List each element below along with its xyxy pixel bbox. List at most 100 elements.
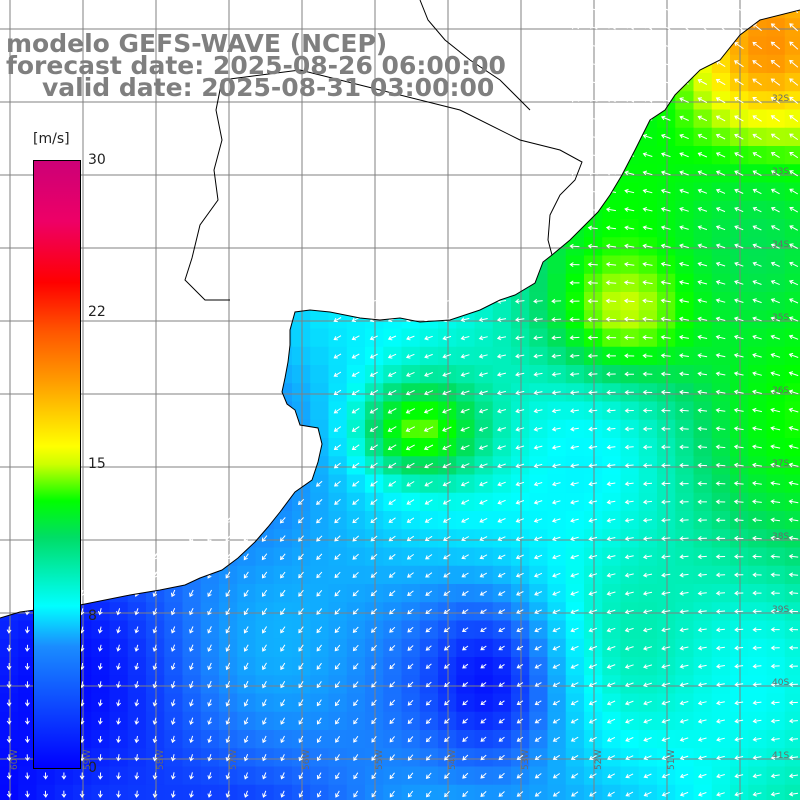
- wind-arrow: [189, 607, 194, 616]
- wind-arrow: [497, 426, 507, 432]
- wind-arrow: [243, 754, 249, 762]
- wind-arrow: [261, 589, 268, 597]
- wind-arrow: [515, 372, 525, 377]
- wind-arrow: [642, 134, 653, 139]
- wind-arrow: [679, 627, 689, 633]
- wind-speed-cell: [292, 383, 311, 403]
- wind-arrow: [697, 60, 708, 67]
- wind-arrow: [624, 554, 634, 560]
- wind-arrow: [606, 152, 616, 158]
- wind-arrow: [116, 662, 121, 671]
- wind-arrow: [516, 609, 524, 614]
- wind-arrow: [25, 772, 30, 780]
- wind-arrow: [642, 97, 653, 103]
- wind-arrow: [552, 609, 561, 615]
- wind-arrow: [405, 390, 415, 396]
- wind-arrow: [97, 772, 103, 780]
- wind-arrow: [134, 735, 140, 744]
- wind-arrow: [388, 517, 396, 523]
- wind-arrow: [624, 61, 634, 66]
- wind-arrow: [715, 78, 726, 86]
- wind-arrow: [661, 773, 670, 779]
- wind-arrow: [134, 717, 140, 725]
- wind-arrow: [551, 481, 561, 487]
- wind-arrow: [461, 627, 469, 633]
- wind-arrow: [789, 4, 799, 14]
- wind-arrow: [552, 554, 561, 560]
- wind-arrow: [551, 408, 561, 414]
- wind-arrow: [116, 717, 121, 725]
- wind-arrow: [225, 772, 231, 780]
- wind-arrow: [733, 353, 744, 358]
- wind-arrow: [770, 152, 780, 159]
- wind-arrow: [570, 408, 579, 414]
- wind-arrow: [606, 115, 616, 121]
- wind-arrow: [170, 589, 176, 598]
- wind-arrow: [624, 572, 634, 578]
- wind-arrow: [587, 298, 598, 304]
- wind-arrow: [678, 298, 690, 304]
- wind-arrow: [752, 152, 762, 158]
- wind-arrow: [515, 481, 525, 487]
- wind-arrow: [734, 590, 744, 596]
- wind-speed-cell: [784, 200, 800, 220]
- wind-arrow: [497, 572, 506, 578]
- wind-arrow: [716, 737, 725, 742]
- wind-arrow: [407, 736, 414, 743]
- wind-arrow: [407, 663, 414, 670]
- wind-speed-cell: [529, 784, 549, 800]
- wind-arrow: [642, 188, 653, 194]
- wind-arrow: [606, 536, 616, 542]
- wind-arrow: [425, 590, 433, 596]
- wind-arrow: [733, 60, 744, 68]
- wind-arrow: [170, 717, 176, 725]
- wind-arrow: [733, 426, 744, 431]
- wind-arrow: [770, 78, 781, 86]
- wind-arrow: [515, 353, 525, 359]
- wind-arrow: [752, 535, 762, 541]
- colorbar-tick-22: 22: [88, 304, 106, 320]
- wind-arrow: [606, 499, 616, 505]
- wind-arrow: [770, 206, 780, 213]
- wind-arrow: [789, 41, 799, 50]
- wind-arrow: [152, 790, 158, 798]
- wind-arrow: [207, 680, 212, 689]
- wind-arrow: [642, 79, 653, 85]
- wind-arrow: [569, 426, 579, 432]
- wind-arrow: [679, 225, 689, 230]
- wind-arrow: [533, 335, 543, 341]
- wind-arrow: [715, 334, 726, 340]
- wind-arrow: [715, 24, 726, 31]
- wind-arrow: [661, 42, 671, 49]
- wind-arrow: [515, 536, 524, 542]
- wind-arrow: [770, 755, 780, 760]
- wind-arrow: [24, 626, 30, 634]
- wind-arrow: [606, 134, 616, 139]
- wind-arrow: [734, 207, 744, 213]
- wind-arrow: [788, 645, 799, 651]
- wind-arrow: [624, 6, 634, 12]
- wind-arrow: [589, 791, 597, 797]
- wind-arrow: [606, 79, 616, 84]
- wind-speed-cell: [784, 492, 800, 512]
- wind-arrow: [423, 444, 434, 451]
- wind-arrow: [569, 262, 580, 268]
- wind-arrow: [552, 736, 560, 742]
- wind-arrow: [642, 298, 653, 304]
- wind-arrow: [479, 481, 488, 487]
- wind-arrow: [661, 499, 671, 505]
- wind-arrow: [770, 225, 780, 231]
- wind-arrow: [280, 589, 286, 597]
- wind-arrow: [225, 535, 231, 543]
- wind-arrow: [570, 518, 579, 523]
- lon-label: 59W: [83, 749, 93, 770]
- wind-speed-cell: [730, 784, 749, 800]
- wind-arrow: [660, 389, 671, 395]
- wind-arrow: [770, 41, 781, 50]
- wind-arrow: [298, 772, 304, 780]
- wind-arrow: [334, 499, 341, 505]
- wind-arrow: [334, 553, 341, 560]
- wind-arrow: [407, 590, 414, 596]
- wind-arrow: [570, 463, 579, 468]
- wind-arrow: [587, 207, 598, 212]
